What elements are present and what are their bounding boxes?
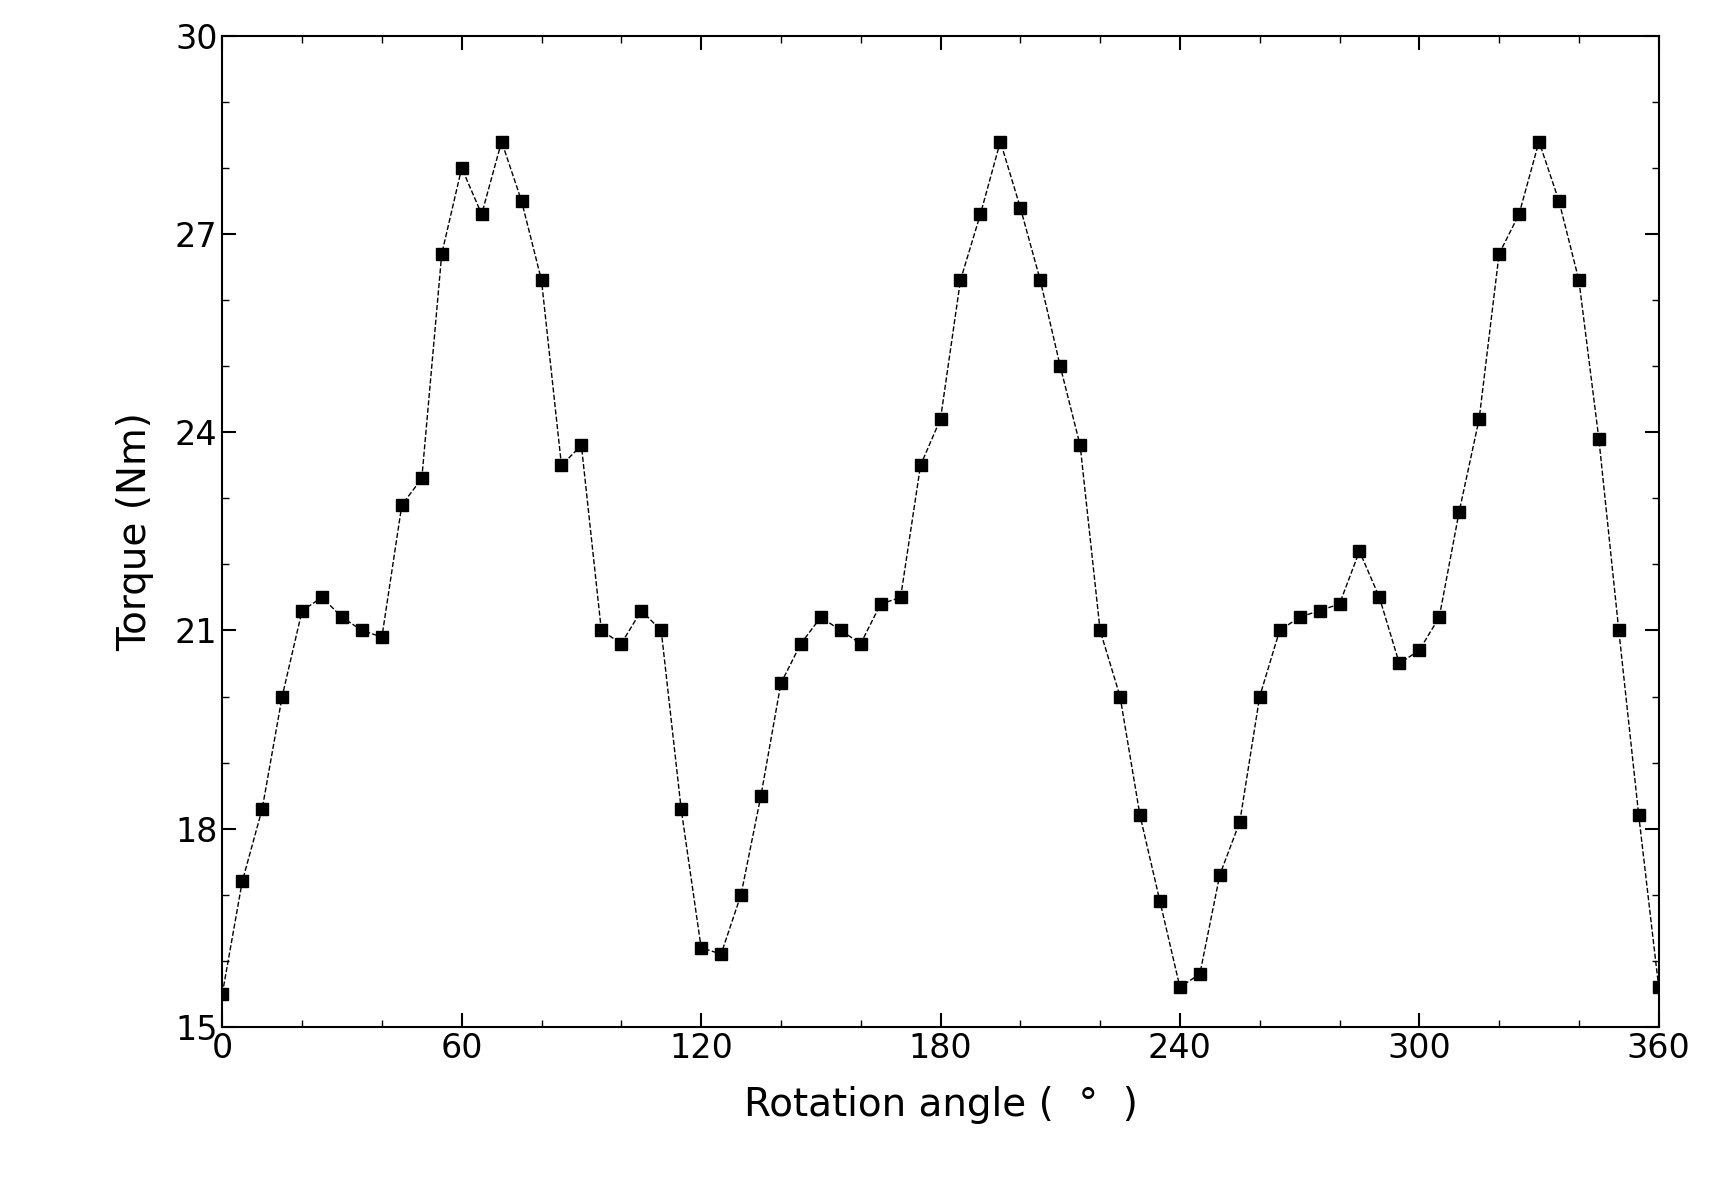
X-axis label: Rotation angle (  °  ): Rotation angle ( ° ) [744,1085,1137,1124]
Y-axis label: Torque (Nm): Torque (Nm) [116,412,154,651]
